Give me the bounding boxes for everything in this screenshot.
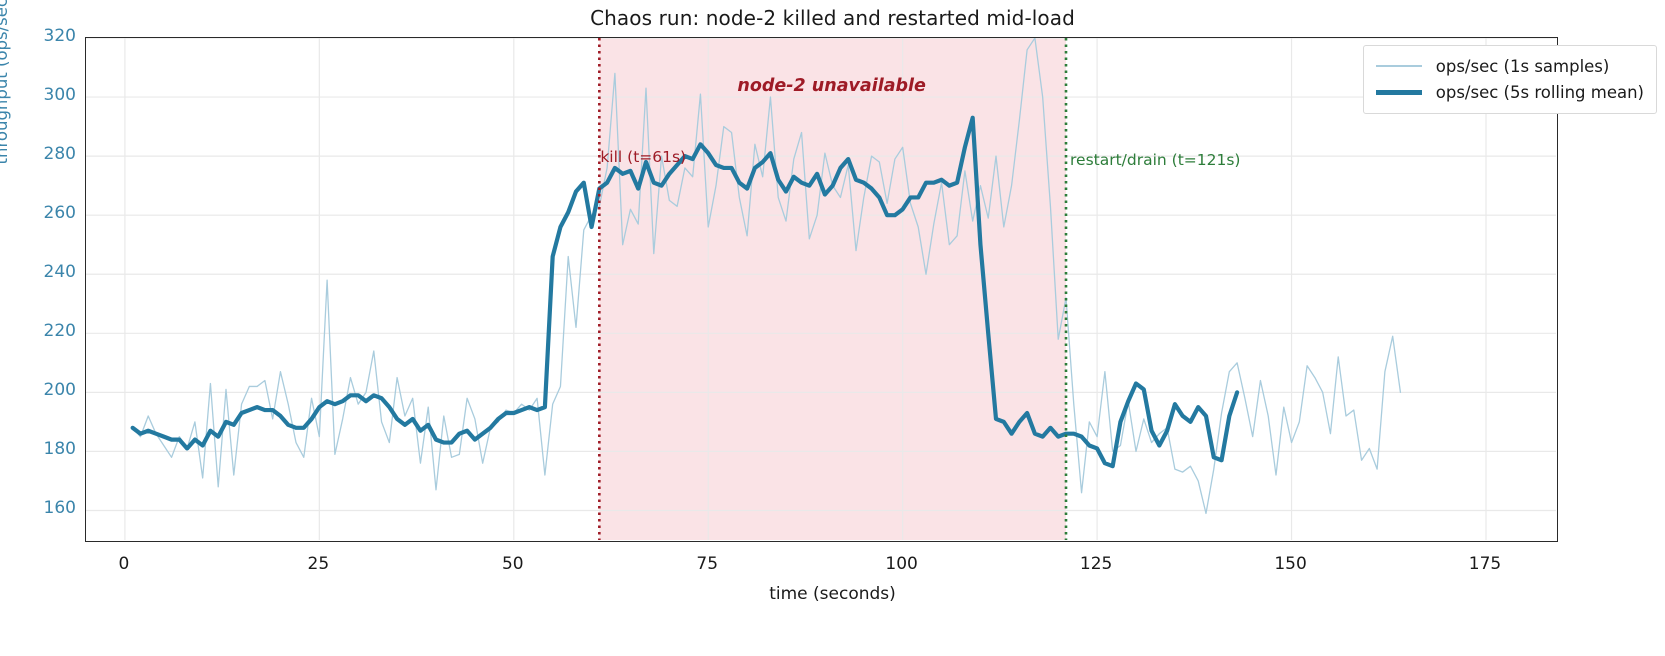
y-axis-tick-240: 240 [43, 262, 76, 283]
chart-title: Chaos run: node-2 killed and restarted m… [590, 6, 1075, 30]
y-axis-title: throughput (ops/sec) [0, 0, 11, 165]
legend-swatch-samples-icon [1375, 65, 1422, 67]
y-axis-tick-180: 180 [43, 439, 76, 460]
legend-label-samples: ops/sec (1s samples) [1435, 56, 1610, 76]
y-axis-tick-220: 220 [43, 321, 76, 342]
x-axis-tick-175: 175 [1468, 554, 1502, 574]
plot-area [85, 37, 1558, 542]
x-axis-tick-150: 150 [1274, 554, 1307, 574]
plot-inner [86, 38, 1557, 541]
y-axis-tick-260: 260 [43, 203, 76, 224]
legend-item-rolling: ops/sec (5s rolling mean) [1375, 79, 1644, 105]
x-axis-tick-100: 100 [885, 554, 918, 574]
legend-label-rolling: ops/sec (5s rolling mean) [1435, 82, 1644, 102]
x-axis-tick-125: 125 [1079, 554, 1113, 574]
x-axis-tick-50: 50 [501, 554, 524, 574]
y-axis-tick-320: 320 [43, 26, 76, 46]
x-axis-title: time (seconds) [769, 584, 896, 604]
annotation-outage-band: node-2 unavailable [737, 76, 926, 97]
x-axis-tick-75: 75 [696, 554, 719, 574]
plot-svg [86, 38, 1556, 540]
y-axis-tick-280: 280 [43, 144, 76, 165]
chart-legend: ops/sec (1s samples) ops/sec (5s rolling… [1362, 45, 1657, 114]
legend-item-samples: ops/sec (1s samples) [1375, 53, 1644, 79]
y-axis-tick-200: 200 [43, 380, 76, 401]
annotation-kill: kill (t=61s) [600, 148, 687, 167]
y-axis-tick-300: 300 [43, 85, 76, 106]
x-axis-tick-0: 0 [118, 554, 130, 574]
legend-swatch-rolling-icon [1375, 89, 1422, 95]
y-axis-tick-160: 160 [43, 498, 76, 519]
y-axis-tick-labels: 160 180 200 220 240 260 280 300 320 [10, 0, 76, 656]
x-axis-tick-25: 25 [307, 554, 330, 574]
annotation-restart: restart/drain (t=121s) [1070, 151, 1241, 170]
